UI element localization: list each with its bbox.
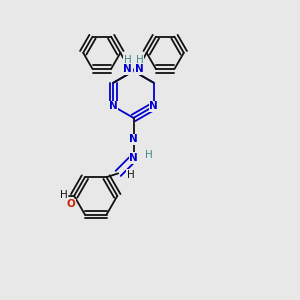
Text: N: N bbox=[135, 64, 144, 74]
Text: N: N bbox=[129, 66, 138, 76]
Text: N: N bbox=[129, 134, 138, 145]
Text: N: N bbox=[129, 153, 138, 163]
Text: N: N bbox=[109, 101, 118, 111]
Text: H: H bbox=[124, 55, 131, 65]
Text: N: N bbox=[123, 64, 132, 74]
Text: H: H bbox=[60, 190, 68, 200]
Text: H: H bbox=[127, 170, 134, 180]
Text: N: N bbox=[149, 101, 158, 111]
Text: H: H bbox=[145, 150, 153, 160]
Text: O: O bbox=[67, 200, 76, 209]
Text: H: H bbox=[136, 55, 143, 65]
